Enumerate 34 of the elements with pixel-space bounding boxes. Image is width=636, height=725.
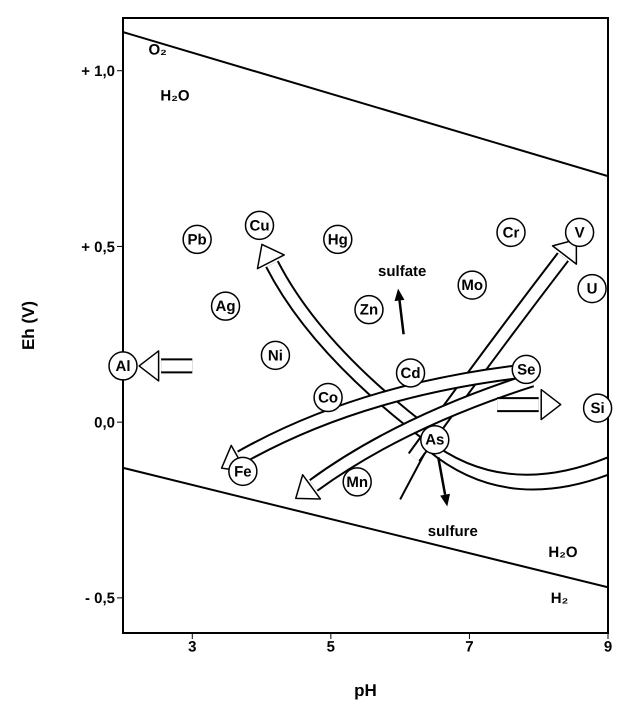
- annotation: U: [586, 280, 598, 298]
- x-axis-title: pH: [354, 681, 377, 700]
- x-tick-label: 9: [604, 638, 612, 656]
- y-tick-label: + 0,5: [81, 238, 115, 256]
- x-tick-label: 7: [465, 638, 474, 656]
- annotation: Mo: [461, 276, 484, 294]
- annotation: Ag: [216, 298, 236, 315]
- annotation: O₂: [148, 41, 167, 58]
- annotation: Si: [590, 400, 605, 417]
- x-tick-label: 5: [326, 638, 336, 656]
- annotation: Cr: [502, 224, 520, 241]
- annotation: Mn: [346, 473, 368, 490]
- annotation: Hg: [328, 230, 348, 248]
- y-axis-title: Eh (V): [19, 300, 38, 350]
- annotation: Se: [517, 360, 536, 378]
- annotation: sulfate: [378, 262, 426, 280]
- x-tick-label: 3: [188, 638, 196, 656]
- annotation: H₂: [550, 589, 568, 606]
- annotation: Cu: [249, 216, 270, 234]
- annotation: Zn: [360, 301, 378, 318]
- y-tick-label: 0,0: [94, 414, 115, 432]
- annotation: As: [425, 431, 444, 448]
- annotation: H₂O: [548, 544, 578, 561]
- y-tick-label: + 1,0: [81, 63, 115, 80]
- annotation: Pb: [188, 230, 207, 248]
- annotation: Ni: [268, 346, 283, 364]
- annotation: Al: [116, 357, 130, 374]
- annotation: V: [574, 224, 585, 241]
- annotation: sulfure: [428, 522, 478, 540]
- annotation: Co: [318, 389, 338, 406]
- annotation: Fe: [234, 462, 252, 480]
- annotation: H₂O: [160, 86, 190, 104]
- y-tick-label: - 0,5: [84, 590, 115, 608]
- annotation: Cd: [400, 364, 421, 382]
